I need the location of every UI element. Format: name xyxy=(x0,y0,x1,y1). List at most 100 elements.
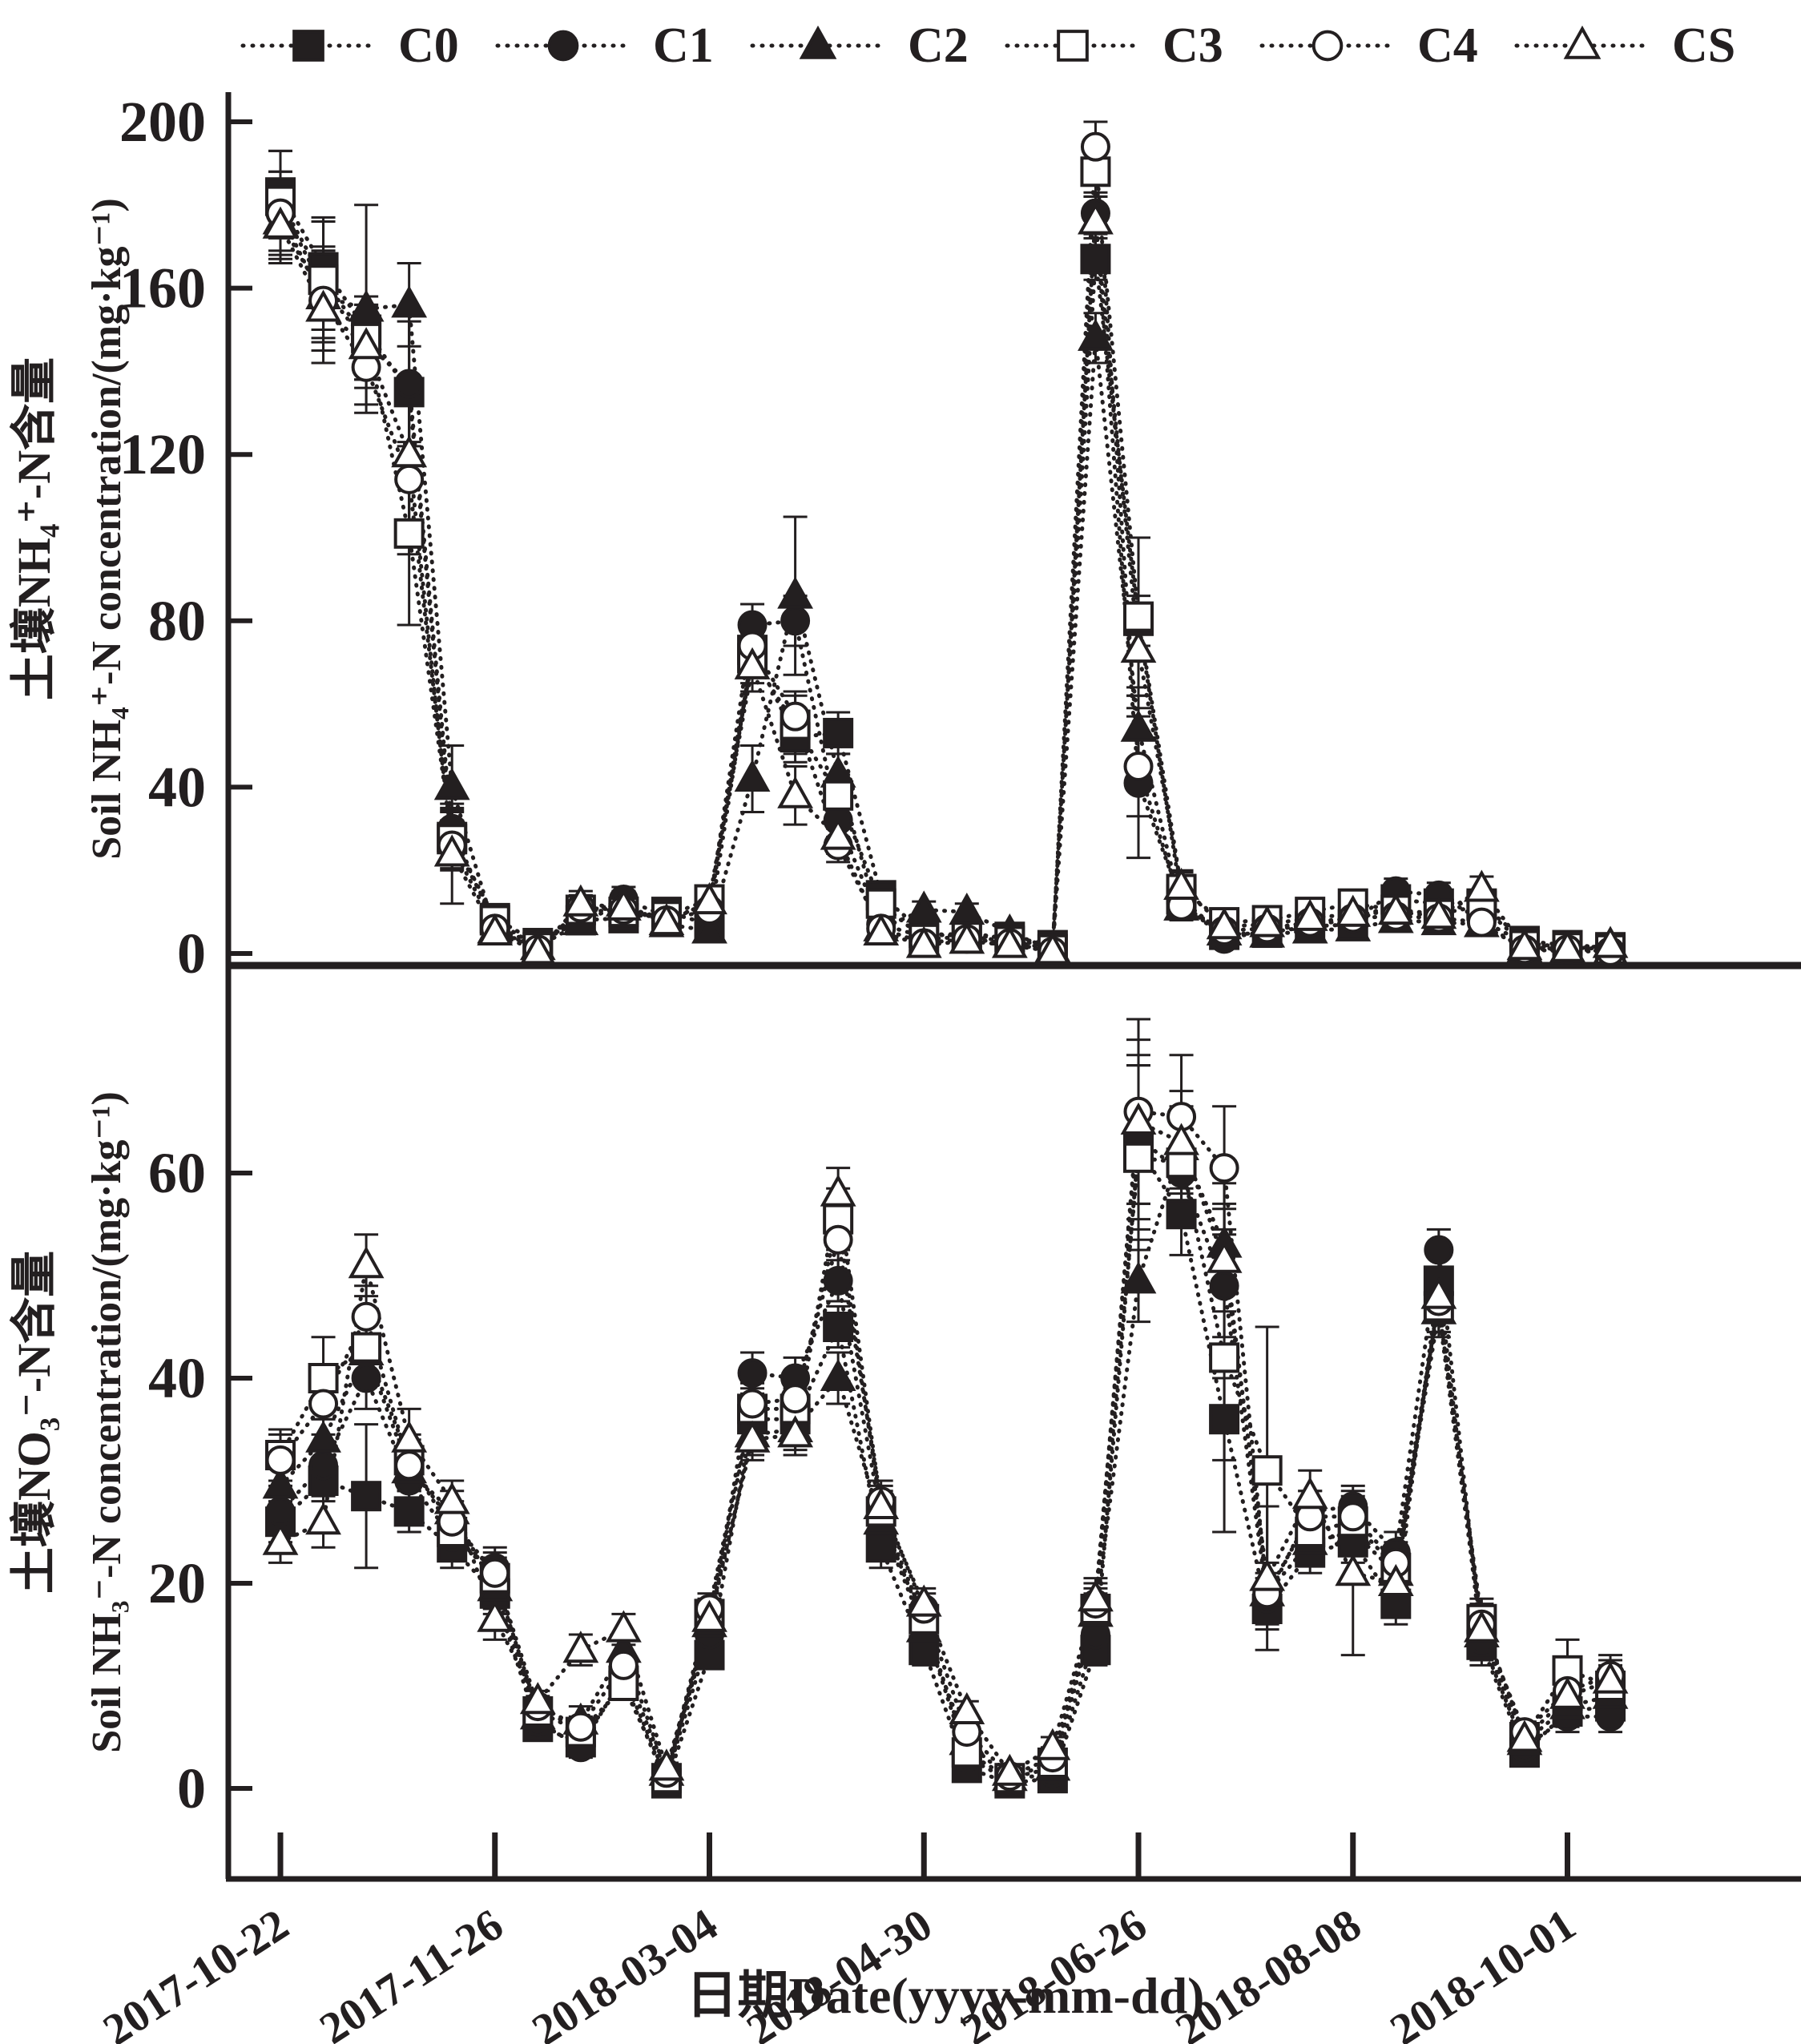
y-axis-title-cn-bottom: 土壤NO₃⁻-N含量 xyxy=(8,1251,60,1594)
filled-triangle-marker xyxy=(305,1420,341,1453)
series-markers-C3-bottom xyxy=(265,1142,1626,1794)
open-triangle-marker xyxy=(391,1420,428,1453)
open-triangle-marker xyxy=(905,1584,942,1617)
open-triangle-marker xyxy=(691,1599,727,1632)
series-line-C0-top xyxy=(278,190,1613,949)
filled-circle-marker xyxy=(394,369,425,399)
y-tick-label: 120 xyxy=(119,422,206,486)
series-line-C3-top xyxy=(278,171,1613,952)
open-square-marker xyxy=(865,888,896,919)
open-triangle-marker xyxy=(1206,1240,1243,1273)
open-square-marker xyxy=(1209,1342,1240,1373)
filled-triangle-marker xyxy=(1120,709,1157,742)
filled-square-marker xyxy=(351,1481,382,1512)
open-triangle-marker xyxy=(433,1482,470,1514)
open-triangle-marker xyxy=(1377,1563,1414,1596)
open-circle-marker xyxy=(1209,1153,1239,1183)
y-axis-title-en-bottom: Soil NH₃⁻-N concentration/(mg·kg⁻¹) xyxy=(84,1091,130,1753)
open-triangle-marker xyxy=(348,1246,385,1279)
open-triangle-marker xyxy=(1034,932,1071,965)
open-circle-marker xyxy=(394,464,425,494)
open-triangle-marker xyxy=(477,1599,514,1632)
legend-label: CS xyxy=(1672,18,1735,73)
x-tick-label: 2017-10-22 xyxy=(95,1900,297,2044)
open-triangle-marker xyxy=(1163,867,1199,900)
open-square-marker xyxy=(823,780,854,811)
series-line-C2-top xyxy=(278,220,1613,953)
filled-circle-marker xyxy=(308,1450,339,1481)
filled-triangle-marker xyxy=(1078,318,1114,351)
errorbars-C0-top xyxy=(268,149,1623,953)
open-triangle-marker xyxy=(1120,1102,1157,1135)
open-triangle-marker xyxy=(519,1682,556,1715)
open-circle-marker xyxy=(608,1650,639,1680)
open-circle-marker xyxy=(351,1301,381,1332)
open-triangle-marker xyxy=(1249,1558,1286,1591)
errorbars-C1-top xyxy=(268,170,1623,955)
filled-triangle-marker xyxy=(820,1358,856,1391)
open-square-marker xyxy=(1057,30,1089,62)
y-tick-label: 160 xyxy=(119,256,206,321)
filled-circle-marker xyxy=(737,1358,768,1389)
open-triangle-marker xyxy=(1120,631,1157,663)
filled-triangle-marker xyxy=(691,911,727,944)
open-triangle-marker xyxy=(1249,905,1286,937)
open-circle-marker xyxy=(1338,1502,1368,1532)
legend-label: C2 xyxy=(908,18,969,73)
open-triangle-marker xyxy=(348,327,385,360)
y-tick-label: 0 xyxy=(177,921,206,986)
legend-label: C0 xyxy=(398,18,459,73)
x-axis-title: 日期Date(yyyy-mm-dd) xyxy=(687,1967,1205,2024)
open-triangle-marker xyxy=(1206,907,1243,940)
open-triangle-marker xyxy=(1163,1123,1199,1155)
series-markers-C0-top xyxy=(265,177,1626,963)
filled-triangle-marker xyxy=(348,289,385,322)
series-line-C1-bottom xyxy=(278,1133,1613,1784)
open-triangle-marker xyxy=(1549,1676,1585,1709)
open-circle-marker xyxy=(1080,131,1110,162)
filled-circle-marker xyxy=(547,30,579,62)
y-tick-label: 0 xyxy=(177,1756,206,1820)
filled-square-marker xyxy=(823,1312,854,1342)
filled-triangle-marker xyxy=(262,1466,299,1499)
y-axis-bottom: 0 20 40 60 土壤NO₃⁻-N含量 Soil NH₃⁻-N concentrati… xyxy=(8,1091,252,1820)
open-triangle-marker xyxy=(1506,1719,1543,1752)
panel-bottom xyxy=(262,1018,1629,1799)
open-circle-marker xyxy=(566,1711,596,1742)
open-triangle-marker xyxy=(777,1415,814,1448)
open-triangle-marker xyxy=(863,913,900,946)
filled-square-marker xyxy=(1209,1404,1240,1435)
open-triangle-marker xyxy=(820,817,856,850)
open-triangle-marker xyxy=(305,1502,341,1535)
panel-top xyxy=(262,120,1629,966)
errorbars-C3-top xyxy=(268,145,1623,955)
y-axis-title-en-top: Soil NH₄⁺-N concentration/(mg·kg⁻¹) xyxy=(84,198,130,860)
open-triangle-marker xyxy=(1563,25,1602,59)
open-triangle-marker xyxy=(477,913,514,946)
open-triangle-marker xyxy=(262,1522,299,1555)
open-square-marker xyxy=(1123,601,1154,632)
filled-square-marker xyxy=(292,30,324,62)
open-circle-marker xyxy=(1466,907,1497,937)
open-triangle-marker xyxy=(1506,928,1543,961)
open-triangle-marker xyxy=(905,925,942,958)
open-triangle-marker xyxy=(1291,898,1328,931)
filled-circle-marker xyxy=(823,1265,853,1296)
filled-circle-marker xyxy=(1424,1235,1454,1265)
y-axis-title-cn-top: 土壤NH₄⁺-N含量 xyxy=(8,357,60,700)
filled-triangle-marker xyxy=(433,768,470,800)
errorbars-C4-top xyxy=(268,120,1623,955)
series-markers-C3-top xyxy=(265,156,1626,965)
legend-item-C0: C0 xyxy=(240,18,459,73)
open-circle-marker xyxy=(480,1558,510,1588)
open-triangle-marker xyxy=(1034,1728,1071,1760)
open-triangle-marker xyxy=(1377,893,1414,925)
open-triangle-marker xyxy=(1078,1579,1114,1612)
x-tick-label: 2017-11-26 xyxy=(312,1900,512,2044)
open-square-marker xyxy=(1123,1142,1154,1173)
series-markers-C0-bottom xyxy=(265,1132,1626,1799)
open-triangle-marker xyxy=(1463,1610,1500,1643)
series-line-C4-top xyxy=(278,146,1613,954)
filled-square-marker xyxy=(823,717,854,748)
